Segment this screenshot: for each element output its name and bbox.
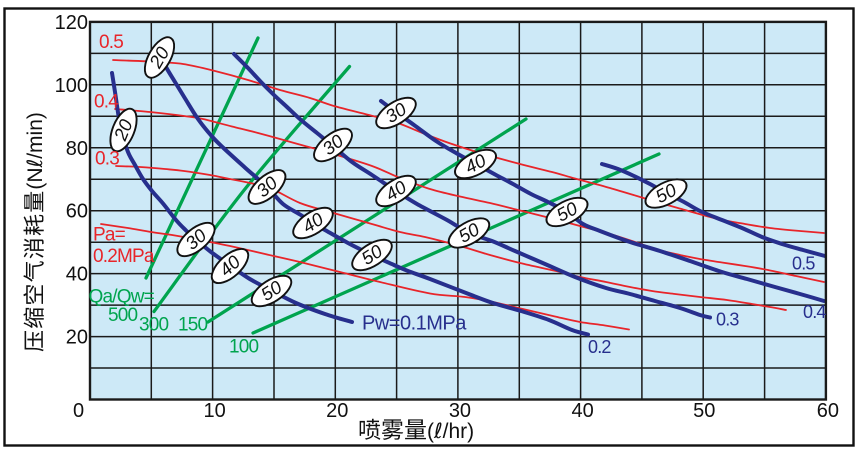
svg-text:0.5: 0.5 [792, 254, 815, 274]
svg-text:100: 100 [55, 75, 88, 97]
svg-text:500: 500 [108, 305, 138, 326]
svg-text:0.5: 0.5 [99, 32, 123, 53]
svg-text:40: 40 [571, 400, 593, 422]
svg-text:0.2: 0.2 [588, 337, 611, 357]
svg-text:50: 50 [693, 400, 715, 422]
svg-text:(N: (N [24, 167, 47, 189]
svg-text:10: 10 [204, 400, 226, 422]
svg-text:60: 60 [66, 201, 88, 223]
svg-text:0.4: 0.4 [94, 92, 119, 113]
svg-text:20: 20 [326, 400, 348, 422]
svg-text:0.4: 0.4 [803, 302, 826, 322]
svg-text:Pw=0.1MPa: Pw=0.1MPa [362, 313, 467, 335]
svg-text:0: 0 [73, 400, 84, 422]
svg-text:0.3: 0.3 [716, 310, 739, 330]
svg-text:20: 20 [66, 327, 88, 349]
svg-text:80: 80 [66, 138, 88, 160]
svg-text:/min): /min) [24, 112, 47, 159]
svg-text:/hr): /hr) [443, 420, 475, 443]
svg-text:300: 300 [139, 315, 169, 336]
svg-text:Pa=: Pa= [93, 225, 126, 246]
svg-text:30: 30 [449, 400, 471, 422]
svg-text:40: 40 [66, 264, 88, 286]
svg-text:(: ( [427, 420, 434, 443]
svg-text:0.3: 0.3 [95, 149, 119, 170]
svg-text:150: 150 [178, 315, 208, 336]
svg-text:0.2MPa: 0.2MPa [93, 246, 155, 267]
svg-text:Qa/Qw=: Qa/Qw= [89, 287, 155, 308]
svg-text:60: 60 [817, 400, 839, 422]
svg-text:120: 120 [55, 12, 88, 34]
svg-text:100: 100 [229, 337, 259, 358]
